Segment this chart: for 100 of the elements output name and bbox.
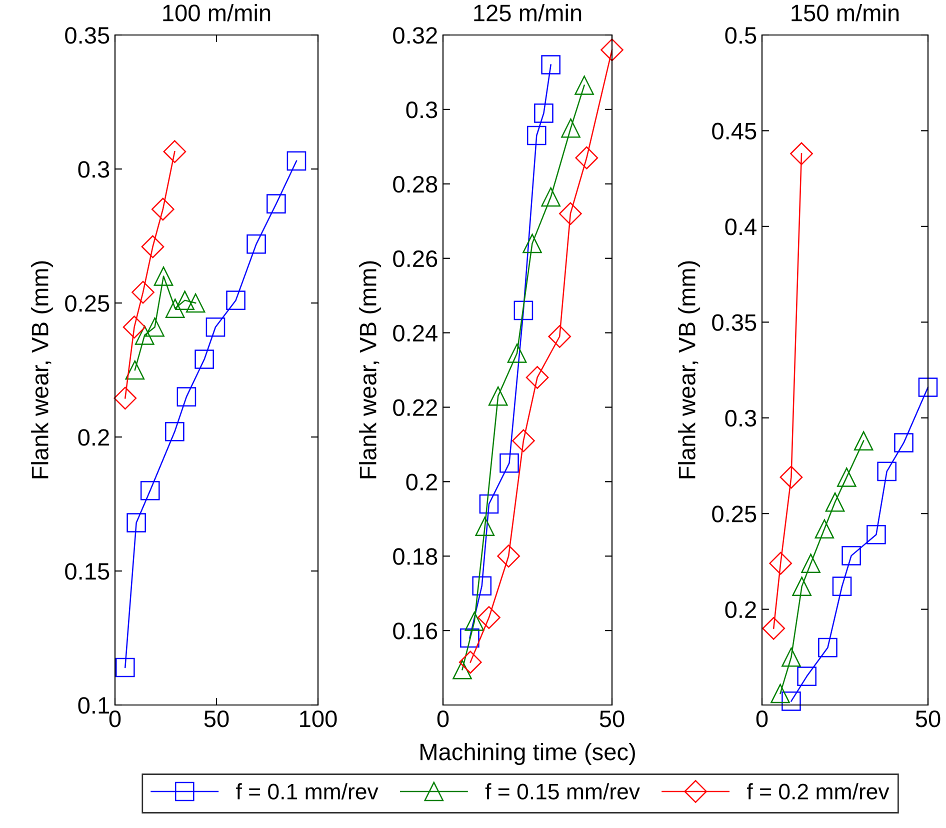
chart-title: 100 m/min — [163, 4, 270, 22]
point — [825, 492, 845, 512]
point — [801, 554, 820, 573]
point — [918, 378, 938, 397]
y-tick-label: 0.5 — [725, 27, 756, 44]
legend-label: f = 0.15 mm/rev — [485, 783, 640, 800]
point — [266, 194, 286, 214]
point — [475, 516, 495, 536]
point — [894, 433, 914, 452]
point — [548, 325, 572, 348]
point — [145, 317, 164, 337]
point — [472, 576, 492, 596]
point — [478, 606, 500, 629]
point — [458, 650, 482, 674]
point — [837, 468, 856, 487]
point — [464, 612, 484, 631]
point — [534, 104, 554, 123]
point — [507, 344, 527, 363]
point — [782, 647, 801, 667]
point — [526, 126, 546, 146]
point — [186, 293, 206, 313]
point — [122, 316, 146, 339]
point — [561, 118, 580, 138]
point — [246, 234, 266, 254]
x-tick-label: 100 — [300, 710, 337, 728]
legend-label: f = 0.1 mm/rev — [236, 783, 378, 800]
y-tick-label: 0.3 — [406, 102, 438, 118]
y-tick-label: 0.16 — [393, 622, 438, 640]
y-tick-label: 0.35 — [712, 314, 756, 331]
point — [769, 552, 792, 575]
point — [500, 453, 519, 473]
y-tick-label: 0.2 — [78, 429, 109, 446]
y-tick-label: 0.28 — [393, 176, 438, 193]
point — [134, 326, 154, 345]
y-tick-label: 0.18 — [393, 548, 438, 565]
point — [512, 429, 535, 452]
chart-title: 150 m/min — [792, 4, 899, 22]
x-tick-label: 0 — [437, 710, 449, 728]
x-tick-label: 50 — [916, 710, 940, 728]
point — [854, 431, 874, 450]
y-tick-label: 0.24 — [393, 324, 438, 342]
point — [762, 617, 786, 640]
point — [286, 151, 306, 171]
point — [206, 317, 226, 337]
point — [842, 546, 861, 566]
point — [574, 76, 594, 95]
point — [792, 576, 812, 596]
point — [866, 524, 886, 544]
point — [600, 38, 624, 62]
point — [165, 422, 184, 442]
y-axis-title: Flank wear, VB (mm) — [359, 261, 382, 478]
point — [814, 519, 834, 539]
y-tick-label: 0.32 — [393, 27, 437, 44]
point — [514, 300, 534, 320]
point — [132, 280, 154, 304]
y-tick-label: 0.2 — [406, 474, 437, 490]
point — [115, 658, 135, 678]
y-tick-label: 0.15 — [65, 563, 110, 580]
y-tick-label: 0.26 — [393, 250, 438, 268]
y-tick-label: 0.25 — [712, 506, 756, 522]
point — [194, 350, 214, 369]
point — [114, 386, 137, 410]
y-tick-label: 0.3 — [78, 161, 110, 178]
x-tick-label: 0 — [109, 710, 121, 728]
legend-label: f = 0.2 mm/rev — [746, 783, 890, 800]
point — [497, 544, 520, 568]
point — [522, 234, 542, 254]
x-tick-label: 0 — [756, 710, 768, 728]
x-tick-label: 50 — [600, 710, 624, 728]
point — [541, 187, 560, 207]
y-axis-title: Flank wear, VB (mm) — [31, 261, 54, 478]
point — [782, 692, 801, 711]
point — [460, 628, 480, 648]
point — [488, 386, 508, 406]
y-axis-title: Flank wear, VB (mm) — [678, 261, 700, 478]
x-tick-label: 50 — [204, 710, 229, 728]
point — [797, 666, 816, 686]
chart-title: 125 m/min — [474, 4, 582, 22]
point — [526, 366, 549, 389]
point — [175, 290, 194, 310]
y-tick-label: 0.22 — [393, 399, 437, 416]
point — [770, 684, 790, 704]
y-tick-label: 0.35 — [65, 27, 110, 44]
point — [141, 235, 164, 258]
y-tick-label: 0.2 — [725, 601, 756, 618]
point — [125, 360, 145, 380]
point — [877, 462, 896, 482]
point — [832, 576, 852, 596]
point — [541, 55, 560, 74]
y-tick-label: 0.4 — [725, 218, 756, 236]
point — [818, 638, 838, 658]
point — [126, 513, 146, 532]
point — [154, 266, 174, 286]
point — [479, 494, 499, 514]
point — [163, 140, 186, 164]
x-axis-title: Machining time (sec) — [420, 742, 635, 765]
point — [575, 146, 598, 170]
y-tick-label: 0.3 — [725, 410, 756, 427]
point — [226, 290, 246, 310]
y-tick-label: 0.45 — [712, 122, 756, 140]
